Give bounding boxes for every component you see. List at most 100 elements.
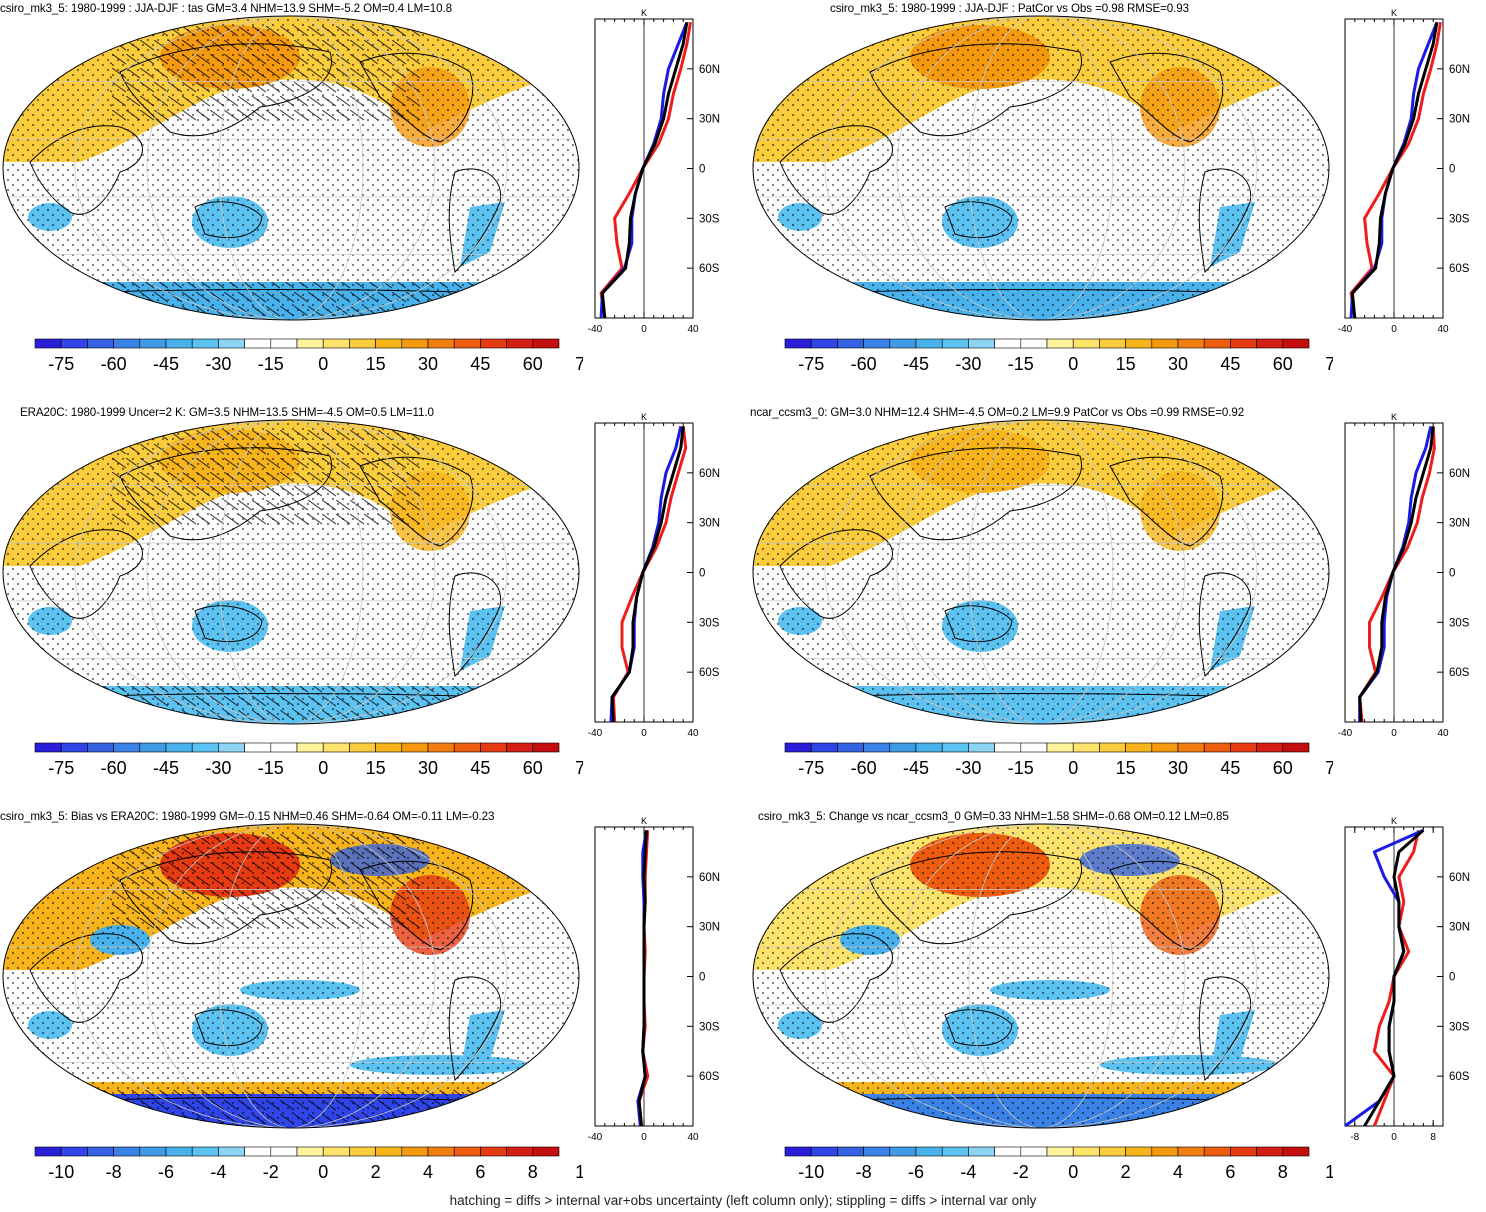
figure-caption: hatching = diffs > internal var+obs unce… xyxy=(449,1193,1037,1208)
x-tick-label: -40 xyxy=(1338,324,1353,335)
colorbar-label: 45 xyxy=(1220,758,1240,778)
colorbar-swatch xyxy=(87,1146,114,1157)
panel-title: ncar_ccsm3_0: GM=3.0 NHM=12.4 SHM=-4.5 O… xyxy=(750,406,1245,419)
colorbar-swatch xyxy=(270,742,298,753)
colorbar-swatch xyxy=(401,1146,429,1157)
colorbar-label: 30 xyxy=(1168,758,1188,778)
y-tick-label: 30N xyxy=(699,922,720,934)
x-tick-label: 0 xyxy=(1391,728,1397,739)
colorbar-label: -30 xyxy=(205,354,231,374)
y-tick-label: 30S xyxy=(1449,213,1470,225)
y-tick-label: 30N xyxy=(699,114,720,126)
panel-title: ERA20C: 1980-1999 Uncer=2 K: GM=3.5 NHM=… xyxy=(20,406,434,419)
colorbar-swatch xyxy=(506,742,534,753)
colorbar-swatch xyxy=(968,742,995,753)
colorbar-label: -45 xyxy=(903,354,929,374)
colorbar-label: -6 xyxy=(908,1162,924,1182)
colorbar-swatch xyxy=(375,742,403,753)
y-tick-label: 60N xyxy=(1449,872,1470,884)
colorbar: -75 -60 -45 -30 -15 0 15 30 45 60 75 xyxy=(784,338,1333,374)
colorbar-swatch xyxy=(837,1146,864,1157)
stippling xyxy=(753,824,1329,1128)
y-tick-label: 0 xyxy=(1449,972,1455,984)
y-tick-label: 0 xyxy=(699,164,705,176)
colorbar-swatch xyxy=(139,338,167,349)
colorbar-label: 2 xyxy=(1121,1162,1131,1182)
colorbar-swatch xyxy=(1230,742,1257,753)
colorbar-label: 8 xyxy=(1278,1162,1288,1182)
world-map xyxy=(2,15,580,321)
x-tick-label: -40 xyxy=(588,1132,603,1143)
world-map xyxy=(2,823,580,1129)
y-tick-label: 0 xyxy=(1449,568,1455,580)
x-tick-label: 0 xyxy=(641,1132,647,1143)
colorbar-swatch xyxy=(1072,338,1100,349)
y-tick-label: 30N xyxy=(699,518,720,530)
panel-5: csiro_mk3_5: Bias vs ERA20C: 1980-1999 G… xyxy=(0,808,743,1212)
colorbar-swatch xyxy=(165,742,193,753)
x-tick-label: 0 xyxy=(641,728,647,739)
colorbar-swatch xyxy=(1151,1146,1179,1157)
unit-label: K xyxy=(641,8,647,18)
colorbar-label: -4 xyxy=(960,1162,976,1182)
colorbar-swatch xyxy=(1256,1146,1284,1157)
colorbar-swatch xyxy=(1230,338,1257,349)
colorbar-label: -15 xyxy=(258,354,284,374)
colorbar-label: 45 xyxy=(470,354,490,374)
colorbar-label: 0 xyxy=(1068,354,1078,374)
colorbar-swatch xyxy=(915,1146,943,1157)
world-map xyxy=(752,823,1330,1129)
colorbar-swatch xyxy=(1256,338,1284,349)
colorbar-swatch xyxy=(322,742,350,753)
y-tick-label: 60S xyxy=(1449,263,1470,275)
zonal-profile-plot: -40 0 40 K 60N 30N 0 30S 60S xyxy=(1338,412,1470,739)
x-tick-label: 40 xyxy=(687,1132,699,1143)
colorbar-swatch xyxy=(244,1146,272,1157)
colorbar-swatch xyxy=(191,742,219,753)
colorbar-label: -8 xyxy=(856,1162,872,1182)
profile-line-ERA20C xyxy=(637,830,648,1127)
colorbar-label: -15 xyxy=(1008,758,1034,778)
colorbar-swatch xyxy=(994,338,1022,349)
colorbar-label: -10 xyxy=(798,1162,824,1182)
panel-1: csiro_mk3_5: 1980-1999 : JJA-DJF : tas G… xyxy=(0,0,743,404)
colorbar-swatch xyxy=(218,742,245,753)
colorbar-swatch xyxy=(34,338,62,349)
y-tick-label: 30S xyxy=(699,213,720,225)
x-tick-label: 0 xyxy=(641,324,647,335)
colorbar-swatch xyxy=(532,742,560,753)
colorbar-swatch xyxy=(191,338,219,349)
panel-title: csiro_mk3_5: 1980-1999 : JJA-DJF : tas G… xyxy=(0,2,452,15)
y-tick-label: 60S xyxy=(699,263,720,275)
panel-title: csiro_mk3_5: Change vs ncar_ccsm3_0 GM=0… xyxy=(758,810,1229,823)
unit-label: K xyxy=(641,412,647,422)
colorbar-swatch xyxy=(322,338,350,349)
graticule xyxy=(753,16,1329,320)
colorbar-swatch xyxy=(915,338,943,349)
x-tick-label: 0 xyxy=(1391,1132,1397,1143)
colorbar-label: -75 xyxy=(798,758,824,778)
colorbar-swatch xyxy=(1072,1146,1100,1157)
colorbar-swatch xyxy=(218,338,245,349)
colorbar-label: 0 xyxy=(318,354,328,374)
colorbar-swatch xyxy=(296,742,324,753)
colorbar-swatch xyxy=(1177,1146,1205,1157)
colorbar-swatch xyxy=(1099,742,1126,753)
colorbar-swatch xyxy=(296,1146,324,1157)
colorbar-swatch xyxy=(375,1146,403,1157)
y-tick-label: 60S xyxy=(699,1071,720,1083)
map-outline xyxy=(2,823,580,1129)
colorbar-swatch xyxy=(296,338,324,349)
colorbar-label: 15 xyxy=(366,758,386,778)
colorbar-label: -30 xyxy=(955,354,981,374)
colorbar-swatch xyxy=(810,338,838,349)
colorbar-swatch xyxy=(401,338,429,349)
y-tick-label: 30S xyxy=(699,617,720,629)
y-tick-label: 30N xyxy=(1449,518,1470,530)
colorbar-swatch xyxy=(889,338,917,349)
profile-line-ERA20C xyxy=(1363,829,1425,1127)
colorbar-swatch xyxy=(427,338,455,349)
colorbar-swatch xyxy=(139,1146,167,1157)
colorbar-swatch xyxy=(1072,742,1100,753)
colorbar-swatch xyxy=(1177,742,1205,753)
